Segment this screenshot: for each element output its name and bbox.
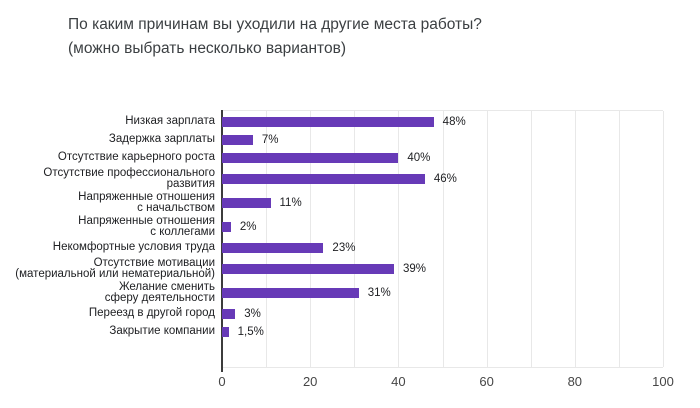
chart-title: По каким причинам вы уходили на другие м… — [68, 13, 482, 61]
value-label: 2% — [239, 221, 257, 233]
value-label: 31% — [367, 287, 391, 299]
gridline — [354, 111, 356, 367]
category-label: Отсутствие профессионального развития — [43, 166, 215, 190]
x-tick-label: 100 — [652, 374, 674, 389]
x-tick-label: 20 — [302, 374, 318, 389]
x-tick-label: 40 — [391, 374, 406, 389]
gridline — [310, 111, 312, 367]
bar-track: 2% — [222, 215, 663, 239]
bar-track: 48% — [222, 113, 663, 131]
value-label: 7% — [261, 134, 279, 146]
bar-row: Напряженные отношения с начальством 11% — [0, 191, 663, 215]
x-tick-label: 60 — [479, 374, 494, 389]
value-label: 1,5% — [237, 326, 264, 338]
bar-row: Отсутствие карьерного роста 40% — [0, 149, 663, 167]
bar — [222, 243, 324, 253]
bar-row: Желание сменить сферу деятельности 31% — [0, 281, 663, 305]
bar — [222, 327, 229, 337]
category-label: Закрытие компании — [109, 325, 215, 338]
value-label: 40% — [407, 152, 431, 164]
gridline — [442, 111, 444, 367]
gridline — [266, 111, 268, 367]
category-label: Напряженные отношения с коллегами — [78, 214, 215, 238]
gridline — [398, 111, 400, 367]
category-label: Низкая зарплата — [125, 115, 215, 128]
bar — [222, 198, 271, 208]
bar-track: 40% — [222, 149, 663, 167]
plot-area — [222, 110, 664, 368]
value-label: 11% — [279, 197, 302, 209]
bar-track: 1,5% — [222, 323, 663, 341]
gridline — [486, 111, 488, 367]
x-axis-ticks: 0 20 40 60 80 100 — [218, 374, 673, 390]
bar-track: 39% — [222, 257, 663, 281]
chart-title-line2: (можно выбрать несколько вариантов) — [68, 40, 347, 57]
category-label: Задержка зарплаты — [108, 133, 215, 146]
bar — [222, 309, 236, 319]
x-tick-label: 0 — [218, 374, 226, 389]
bar-track: 7% — [222, 131, 663, 149]
bar-track: 3% — [222, 305, 663, 323]
bar — [222, 222, 231, 232]
bar-track: 11% — [222, 191, 663, 215]
bar-rows: Низкая зарплата 48% Задержка зарплаты 7% Отс… — [0, 113, 663, 341]
bar — [222, 135, 253, 145]
y-axis-line — [221, 110, 223, 372]
bar-row: Переезд в другой город 3% — [0, 305, 663, 323]
category-label: Некомфортные условия труда — [52, 241, 215, 254]
bar-track: 46% — [222, 167, 663, 191]
bar — [222, 174, 425, 184]
x-tick-label: 80 — [567, 374, 583, 389]
bar-track: 31% — [222, 281, 663, 305]
bar — [222, 264, 394, 274]
bar-row: Напряженные отношения с коллегами 2% — [0, 215, 663, 239]
bar — [222, 117, 434, 127]
bar-row: Низкая зарплата 48% — [0, 113, 663, 131]
category-label: Желание сменить сферу деятельности — [104, 280, 215, 304]
category-label: Отсутствие мотивации (материальной или не… — [15, 256, 215, 280]
bar-row: Задержка зарплаты 7% — [0, 131, 663, 149]
value-label: 39% — [402, 263, 427, 275]
bar-row: Отсутствие мотивации (материальной или не… — [0, 257, 663, 281]
category-label: Напряженные отношения с начальством — [78, 190, 215, 214]
gridline — [574, 111, 576, 367]
category-label: Отсутствие карьерного роста — [57, 151, 215, 164]
bar — [222, 288, 359, 298]
bar-track: 23% — [222, 239, 663, 257]
bar-row: Некомфортные условия труда 23% — [0, 239, 663, 257]
bar-row: Отсутствие профессионального развития 46% — [0, 167, 663, 191]
gridline — [530, 111, 532, 367]
chart-title-line1: По каким причинам вы уходили на другие м… — [68, 16, 482, 33]
gridline — [663, 111, 664, 367]
bar — [222, 153, 399, 163]
category-label: Переезд в другой город — [88, 307, 215, 320]
value-label: 23% — [332, 242, 356, 254]
bar-row: Закрытие компании 1,5% — [0, 323, 663, 341]
value-label: 46% — [433, 173, 457, 185]
value-label: 48% — [442, 116, 466, 128]
value-label: 3% — [244, 308, 261, 320]
gridline — [618, 111, 620, 367]
